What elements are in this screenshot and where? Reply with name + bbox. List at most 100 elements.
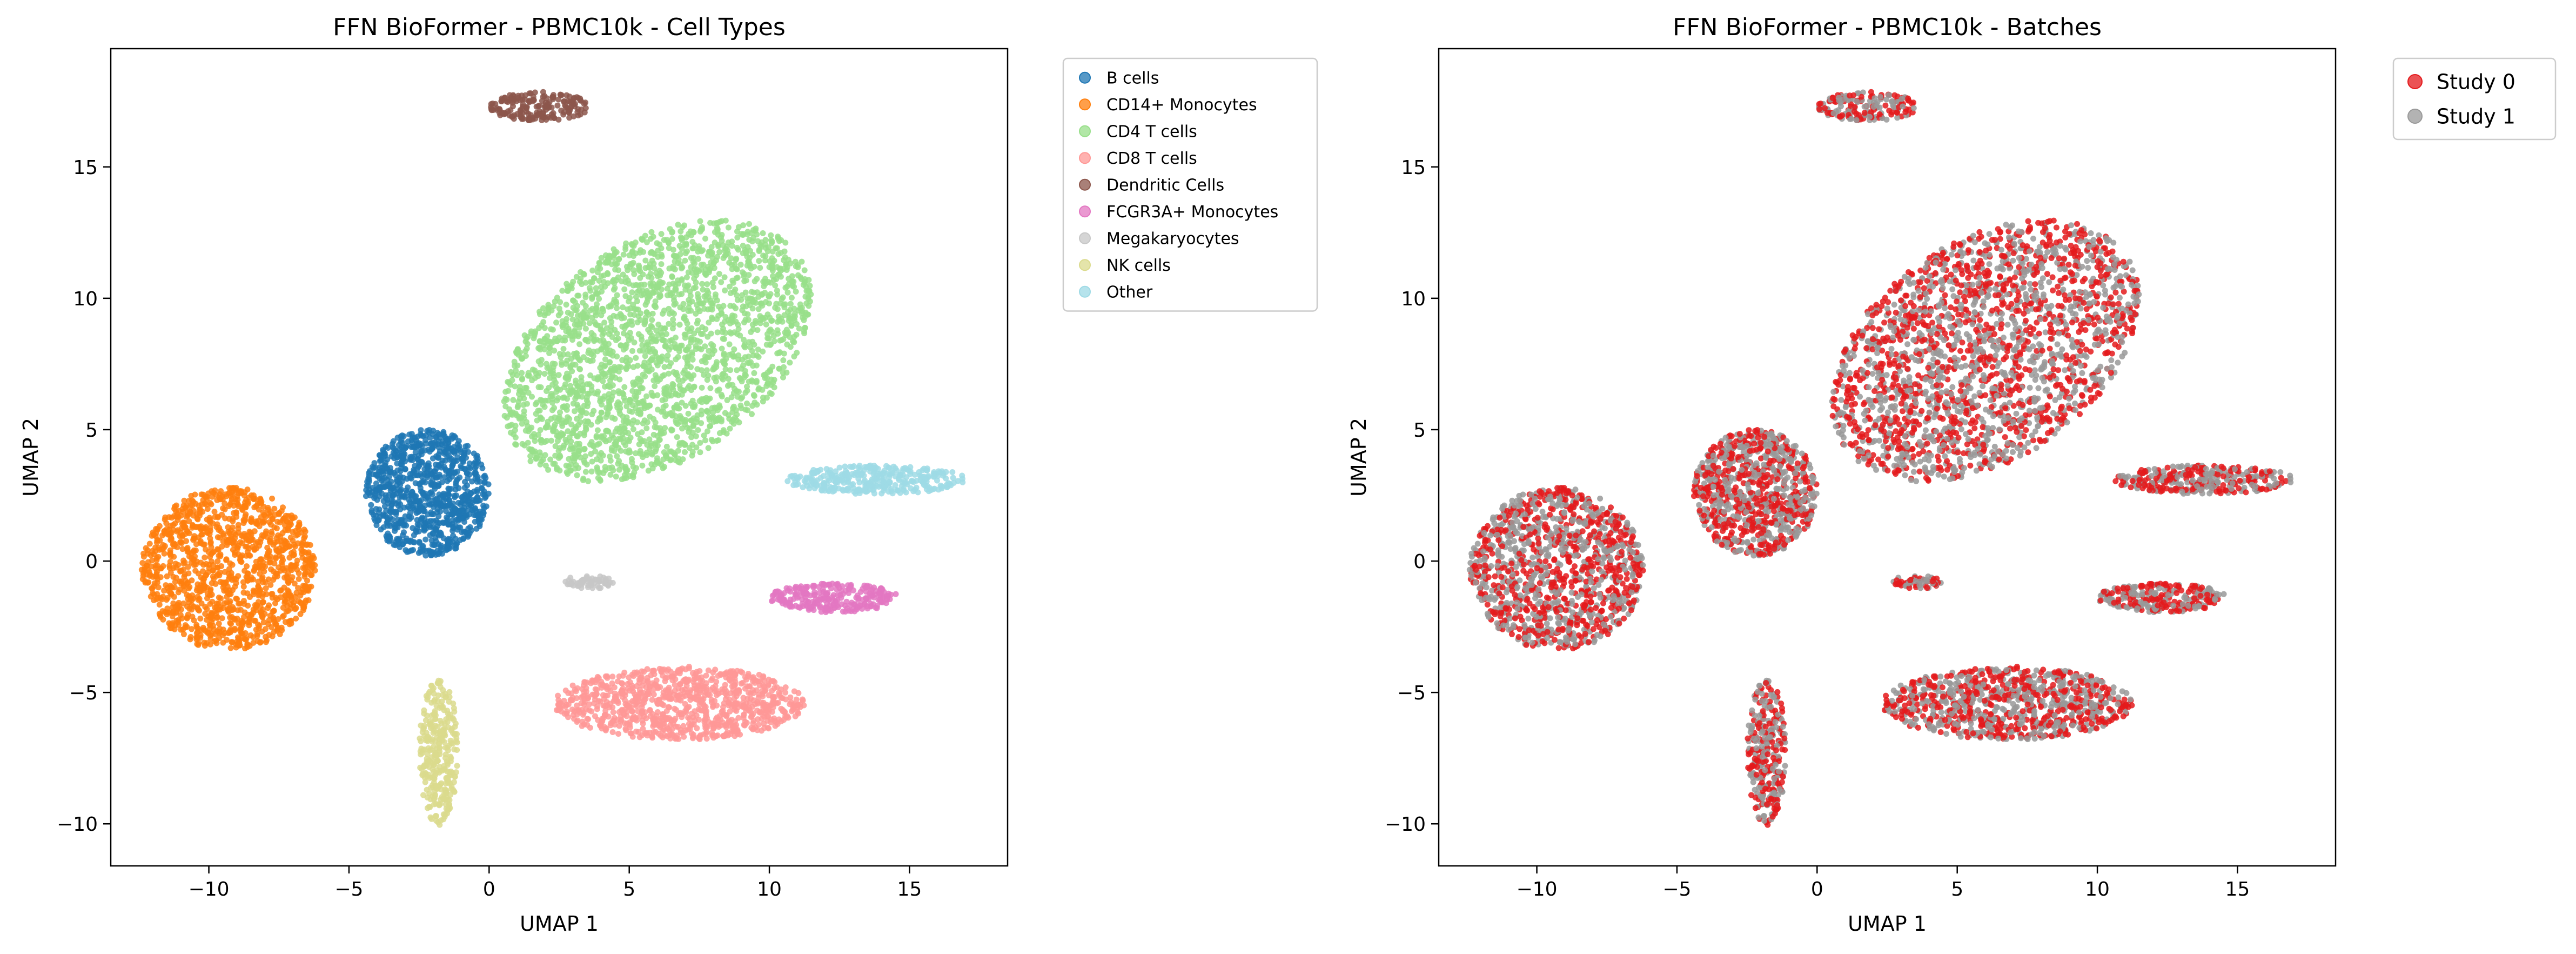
scatter-point <box>434 496 440 502</box>
scatter-point <box>160 563 166 569</box>
scatter-point <box>742 344 748 351</box>
scatter-point <box>756 258 762 264</box>
scatter-point <box>212 608 218 615</box>
scatter-point <box>638 378 644 384</box>
scatter-point <box>269 531 275 537</box>
scatter-point <box>570 401 576 407</box>
scatter-point <box>368 508 375 514</box>
scatter-point <box>453 542 460 548</box>
scatter-point <box>187 634 194 640</box>
scatter-point <box>216 525 223 531</box>
scatter-point <box>575 451 581 457</box>
scatter-point <box>728 394 735 401</box>
scatter-point <box>406 513 412 519</box>
scatter-point <box>768 391 775 397</box>
scatter-point <box>565 428 571 435</box>
scatter-point <box>440 520 447 526</box>
scatter-point <box>413 472 420 478</box>
scatter-point <box>218 595 224 602</box>
scatter-point <box>389 516 395 523</box>
scatter-point <box>293 615 299 622</box>
scatter-point <box>625 277 631 284</box>
scatter-point <box>157 613 164 620</box>
scatter-point <box>620 391 627 397</box>
scatter-point <box>574 312 581 319</box>
scatter-point <box>703 367 710 373</box>
scatter-point <box>751 342 757 348</box>
scatter-point <box>693 269 700 276</box>
scatter-point <box>481 479 488 485</box>
scatter-point <box>209 598 216 605</box>
scatter-point <box>721 274 728 281</box>
cell-types-y-axis-label: UMAP 2 <box>19 418 43 497</box>
scatter-point <box>679 425 685 432</box>
scatter-point <box>804 311 810 317</box>
scatter-point <box>797 301 803 308</box>
scatter-point <box>801 330 808 337</box>
scatter-point <box>557 453 564 460</box>
scatter-point <box>395 452 401 458</box>
scatter-point <box>782 684 789 691</box>
scatter-point <box>474 511 481 518</box>
scatter-point <box>474 473 481 480</box>
scatter-point <box>668 426 674 433</box>
scatter-point <box>606 359 613 366</box>
scatter-point <box>574 292 581 299</box>
scatter-point <box>709 279 716 286</box>
scatter-point <box>233 596 239 602</box>
scatter-point <box>740 303 746 310</box>
scatter-point <box>271 608 277 614</box>
scatter-point <box>545 302 552 308</box>
scatter-point <box>780 357 787 363</box>
scatter-point <box>751 370 757 376</box>
scatter-point <box>736 419 742 425</box>
scatter-point <box>182 571 188 578</box>
scatter-point <box>658 356 665 363</box>
scatter-point <box>561 394 567 401</box>
scatter-point <box>206 515 213 521</box>
scatter-point <box>575 393 581 399</box>
scatter-point <box>502 389 509 395</box>
scatter-point <box>750 363 756 369</box>
scatter-point <box>634 431 641 437</box>
scatter-point <box>577 419 583 425</box>
scatter-point <box>269 495 276 502</box>
scatter-point <box>194 585 200 591</box>
scatter-point <box>802 324 808 331</box>
scatter-point <box>244 641 251 648</box>
scatter-point <box>253 564 259 570</box>
scatter-point <box>777 250 784 256</box>
scatter-point <box>765 279 772 285</box>
scatter-point <box>589 268 596 273</box>
scatter-point <box>587 358 593 364</box>
scatter-point <box>631 271 638 277</box>
scatter-point <box>564 281 570 287</box>
scatter-point <box>621 475 628 482</box>
scatter-point <box>607 315 613 322</box>
scatter-point <box>726 351 733 358</box>
scatter-point <box>426 429 432 436</box>
scatter-point <box>621 325 628 331</box>
scatter-point <box>734 244 740 251</box>
scatter-point <box>688 255 694 261</box>
scatter-point <box>207 592 213 598</box>
scatter-point <box>145 566 151 573</box>
scatter-point <box>284 518 291 525</box>
scatter-point <box>159 532 165 539</box>
scatter-point <box>591 408 597 414</box>
scatter-point <box>674 405 681 411</box>
scatter-point <box>502 403 509 410</box>
scatter-point <box>157 595 164 601</box>
scatter-point <box>186 599 192 606</box>
scatter-point <box>450 501 456 506</box>
scatter-point <box>753 320 759 326</box>
scatter-point <box>224 589 231 596</box>
scatter-point <box>556 305 562 312</box>
cell-types-scatter-points <box>138 89 966 828</box>
scatter-point <box>679 391 685 398</box>
scatter-point <box>666 370 672 377</box>
scatter-point <box>269 595 276 601</box>
scatter-point <box>640 398 647 404</box>
scatter-point <box>754 352 760 358</box>
scatter-point <box>556 334 562 341</box>
